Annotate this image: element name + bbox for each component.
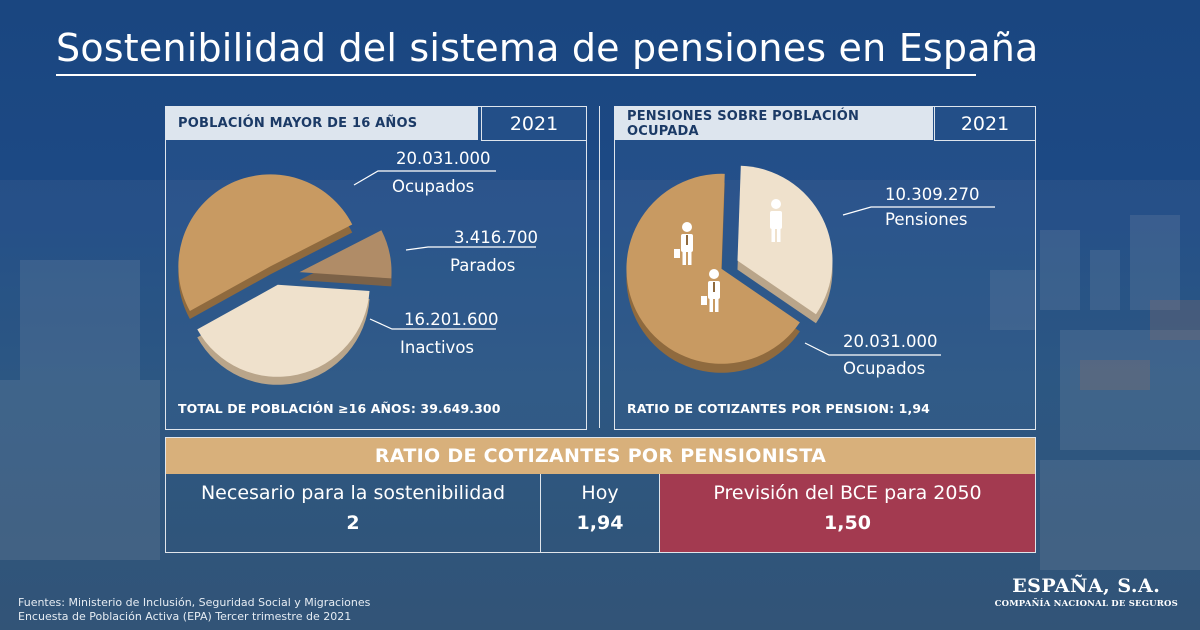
ratio-cell-label: Hoy (581, 482, 619, 504)
population-pie-chart (178, 170, 536, 385)
pensiones-label: Pensiones (885, 210, 968, 229)
ratio-table-header: RATIO DE COTIZANTES POR PENSIONISTA (166, 438, 1035, 474)
ratio-cell-necesario: Necesario para la sostenibilidad 2 (166, 474, 541, 552)
ocupados-slice (178, 174, 353, 320)
page-title: Sostenibilidad del sistema de pensiones … (56, 26, 1039, 70)
inactivos-leader (369, 318, 496, 330)
parados-leader (405, 246, 536, 251)
population-total: TOTAL DE POBLACIÓN ≥16 AÑOS: 39.649.300 (178, 401, 501, 416)
worker-icon (674, 222, 693, 265)
inactivos-slice (197, 284, 370, 385)
parados-label: Parados (450, 256, 516, 275)
ratio-cell-value: 1,94 (576, 512, 624, 534)
logo-name: ESPAÑA, S.A. (1012, 575, 1161, 597)
inactivos-value: 16.201.600 (404, 310, 499, 329)
population-panel: POBLACIÓN MAYOR DE 16 AÑOS 2021 20.031.0… (165, 106, 587, 430)
ocupados-right-value: 20.031.000 (843, 332, 938, 351)
pensions-ratio: RATIO DE COTIZANTES POR PENSION: 1,94 (627, 401, 930, 416)
pensions-ratio-value: 1,94 (898, 401, 930, 416)
ratio-cell-hoy: Hoy 1,94 (541, 474, 660, 552)
population-panel-header: POBLACIÓN MAYOR DE 16 AÑOS (166, 107, 478, 140)
sources-line-1: Fuentes: Ministerio de Inclusión, Seguri… (18, 596, 371, 609)
company-logo: ESPAÑA, S.A. COMPAÑÍA NACIONAL DE SEGURO… (995, 575, 1178, 609)
ocupados-right-leader (804, 342, 941, 356)
pensions-ratio-label: RATIO DE COTIZANTES POR PENSION: (627, 401, 895, 416)
ratio-cell-value: 2 (346, 512, 360, 534)
ratio-cell-label: Previsión del BCE para 2050 (713, 482, 982, 504)
person-icon (770, 199, 782, 242)
worker-icon (701, 269, 720, 312)
pensions-panel-header: PENSIONES SOBRE POBLACIÓN OCUPADA (615, 107, 933, 140)
sources-line-2: Encuesta de Población Activa (EPA) Terce… (18, 610, 352, 623)
panel-divider (599, 106, 600, 428)
ocupados-label: Ocupados (392, 177, 475, 196)
pensions-panel: PENSIONES SOBRE POBLACIÓN OCUPADA 2021 1… (614, 106, 1036, 430)
parados-slice (299, 230, 392, 287)
ratio-table: RATIO DE COTIZANTES POR PENSIONISTA Nece… (165, 437, 1036, 553)
ocupados-right-label: Ocupados (843, 359, 926, 378)
inactivos-label: Inactivos (400, 338, 475, 357)
pensiones-slice (737, 165, 833, 324)
ocupados-value: 20.031.000 (396, 149, 491, 168)
title-underline (56, 74, 976, 76)
population-panel-year: 2021 (481, 107, 586, 141)
parados-value: 3.416.700 (454, 228, 538, 247)
ocupados-leader (353, 170, 496, 186)
pensions-pie-chart (626, 165, 995, 373)
pensiones-leader (842, 206, 995, 216)
pensions-panel-year: 2021 (934, 107, 1035, 141)
population-total-label: TOTAL DE POBLACIÓN ≥16 AÑOS: (178, 401, 416, 416)
ratio-cell-prevision: Previsión del BCE para 2050 1,50 (660, 474, 1035, 552)
population-total-value: 39.649.300 (420, 401, 501, 416)
sources-note: Fuentes: Ministerio de Inclusión, Seguri… (18, 596, 370, 624)
ratio-cell-value: 1,50 (824, 512, 871, 534)
logo-tagline: COMPAÑÍA NACIONAL DE SEGUROS (994, 599, 1178, 609)
ratio-cell-label: Necesario para la sostenibilidad (200, 482, 506, 504)
pensiones-value: 10.309.270 (885, 185, 980, 204)
